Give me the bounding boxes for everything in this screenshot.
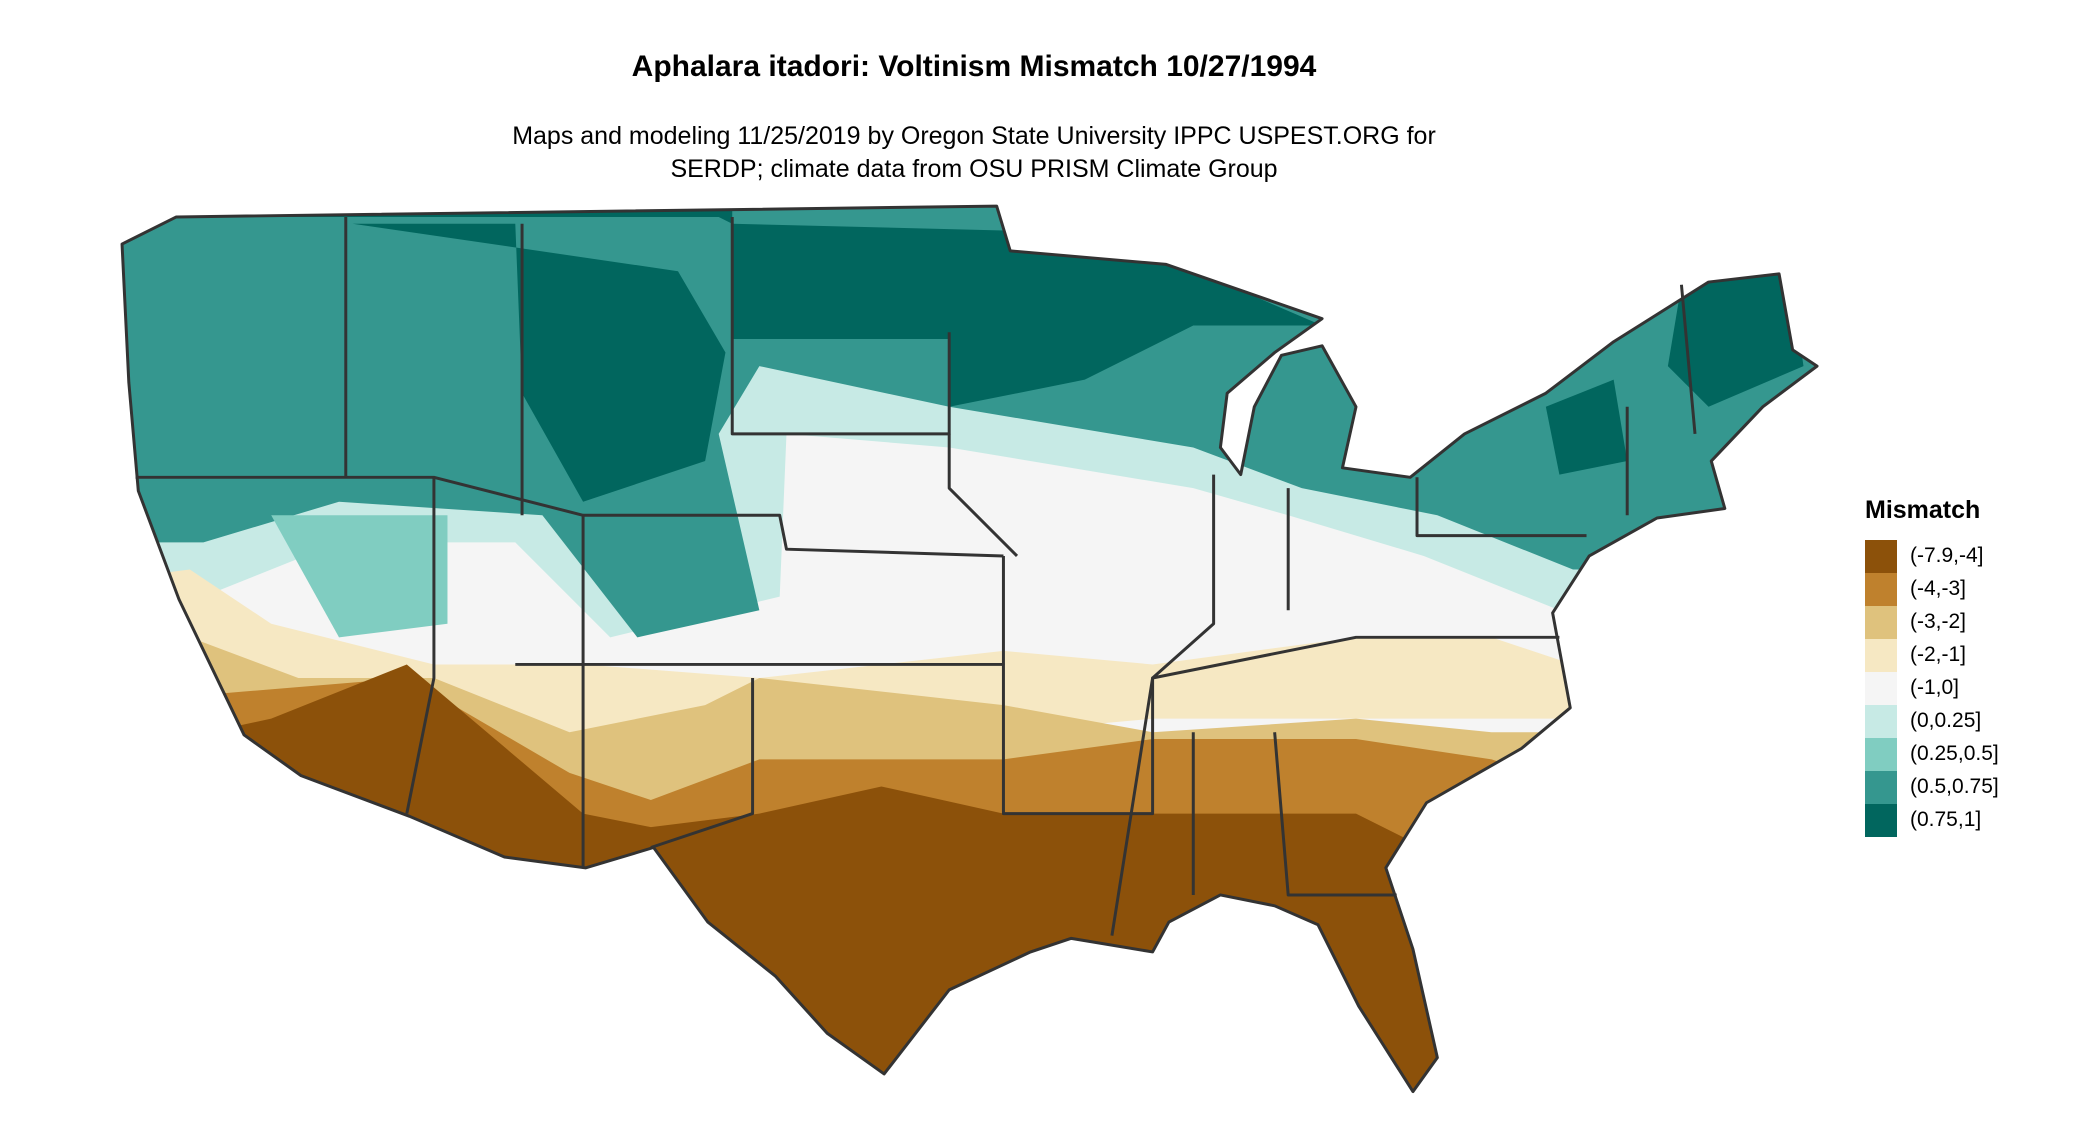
legend-swatch: [1865, 672, 1897, 705]
map-subtitle: SERDP; climate data from OSU PRISM Clima…: [670, 155, 1277, 183]
legend-title: Mismatch: [1865, 496, 1980, 524]
legend: (-7.9,-4] (-4,-3] (-3,-2] (-2,-1] (-1,0] (0,0…: [1865, 540, 1999, 837]
legend-swatch: [1865, 705, 1897, 738]
region: [271, 515, 448, 638]
legend-swatch: [1865, 606, 1897, 639]
legend-label: (0.5,0.75]: [1910, 775, 1999, 798]
legend-swatch: [1865, 804, 1897, 837]
legend-label: (-4,-3]: [1910, 577, 1966, 600]
legend-label: (-3,-2]: [1910, 610, 1966, 633]
map: [120, 204, 1819, 1094]
legend-label: (0.75,1]: [1910, 808, 1981, 831]
legend-label: (0,0.25]: [1910, 709, 1981, 732]
map-subtitle: Maps and modeling 11/25/2019 by Oregon S…: [512, 122, 1436, 150]
region: [352, 223, 726, 502]
legend-label: (0.25,0.5]: [1910, 742, 1999, 765]
legend-label: (-7.9,-4]: [1910, 544, 1984, 567]
map-title: Aphalara itadori: Voltinism Mismatch 10/…: [632, 50, 1317, 83]
legend-swatch: [1865, 639, 1897, 672]
region: [1667, 271, 1804, 407]
legend-swatch: [1865, 771, 1897, 804]
legend-swatch: [1865, 738, 1897, 771]
legend-label: (-2,-1]: [1910, 643, 1966, 666]
state-borders: [120, 204, 1819, 1094]
region: [1545, 379, 1628, 475]
legend-swatch: [1865, 540, 1897, 573]
legend-swatch: [1865, 573, 1897, 606]
legend-label: (-1,0]: [1910, 676, 1959, 699]
